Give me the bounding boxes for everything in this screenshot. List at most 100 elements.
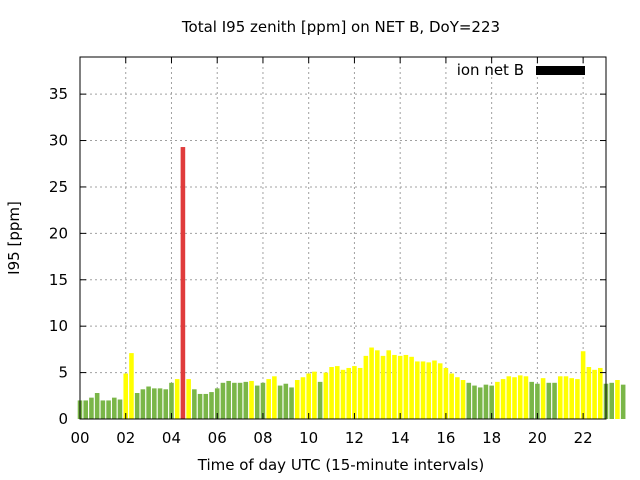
bar: [152, 388, 157, 419]
bar: [495, 381, 500, 419]
bar: [557, 376, 563, 419]
bar: [180, 147, 186, 420]
bar: [112, 397, 117, 419]
bar: [129, 353, 134, 419]
bar: [563, 376, 569, 419]
bar: [483, 384, 489, 419]
y-tick-label: 35: [49, 85, 68, 103]
bar: [517, 375, 523, 419]
bar: [209, 392, 214, 419]
x-tick-label: 14: [391, 429, 410, 447]
bar: [237, 382, 243, 419]
bar: [260, 382, 266, 419]
bar: [460, 380, 466, 419]
bar: [415, 361, 420, 419]
bar: [392, 354, 397, 419]
bar: [197, 393, 203, 419]
bar: [615, 380, 620, 419]
bar: [546, 382, 552, 419]
bar: [312, 371, 317, 419]
bar: [266, 379, 271, 419]
bar: [437, 363, 443, 419]
bar: [243, 381, 249, 419]
bar: [232, 382, 237, 419]
grid: [80, 57, 606, 419]
bar: [380, 355, 386, 419]
bar: [329, 367, 334, 419]
bar: [289, 387, 294, 419]
bar: [192, 389, 197, 419]
bar: [535, 383, 540, 419]
bar: [598, 367, 603, 419]
bar: [586, 367, 592, 419]
bar: [472, 385, 477, 419]
bar: [226, 380, 231, 419]
x-tick-label: 20: [528, 429, 547, 447]
bar: [169, 382, 174, 419]
legend-swatch: [536, 66, 585, 75]
bar: [512, 377, 517, 419]
legend-label: ion net B: [457, 61, 524, 79]
bar: [609, 382, 614, 419]
bar: [420, 361, 426, 419]
bar: [443, 367, 449, 419]
bar: [540, 378, 546, 419]
axis-ticks: 0 5 10 15 20 25 30 35 00 02 04 06 08 10 12 14 16 18 20 22: [49, 57, 606, 447]
bar: [283, 383, 289, 419]
bar: [569, 378, 574, 419]
plot-frame: [79, 56, 607, 420]
bar: [340, 369, 346, 419]
bar: [403, 354, 409, 419]
bar: [432, 360, 437, 419]
bar: [249, 380, 254, 419]
bar: [140, 389, 146, 419]
chart-title: Total I95 zenith [ppm] on NET B, DoY=223: [181, 18, 500, 36]
bar: [163, 389, 169, 419]
y-tick-label: 30: [49, 132, 68, 150]
bar: [157, 388, 163, 419]
bar: [94, 393, 100, 419]
x-tick-label: 02: [116, 429, 135, 447]
bar: [272, 376, 277, 419]
bar: [146, 386, 151, 419]
bar: [357, 367, 363, 419]
bar: [620, 384, 626, 419]
x-tick-label: 04: [162, 429, 181, 447]
bar: [552, 382, 557, 419]
bar: [106, 400, 111, 419]
bar: [300, 377, 306, 419]
bar: [529, 381, 534, 419]
bar: [323, 372, 329, 419]
y-tick-label: 5: [58, 364, 68, 382]
bar: [369, 347, 374, 419]
y-tick-label: 10: [49, 317, 68, 335]
y-axis-label: I95 [ppm]: [5, 201, 23, 275]
bar: [409, 356, 414, 419]
bars: [77, 147, 626, 420]
bar: [455, 377, 460, 419]
bar: [466, 382, 472, 419]
x-tick-label: 22: [574, 429, 593, 447]
x-axis-label: Time of day UTC (15-minute intervals): [197, 456, 484, 474]
y-tick-label: 0: [58, 410, 68, 428]
bar: [386, 350, 392, 419]
bar: [397, 355, 403, 419]
bar: [335, 366, 340, 419]
bar: [352, 366, 357, 419]
bar: [426, 362, 432, 419]
y-tick-label: 15: [49, 271, 68, 289]
x-tick-label: 10: [299, 429, 318, 447]
bar: [575, 379, 580, 419]
bar: [523, 376, 529, 419]
x-tick-label: 18: [482, 429, 501, 447]
bar: [346, 367, 351, 419]
bar: [489, 385, 494, 419]
x-tick-label: 00: [70, 429, 89, 447]
y-tick-label: 20: [49, 224, 68, 242]
bar: [449, 373, 454, 419]
x-tick-label: 06: [208, 429, 227, 447]
bar: [294, 380, 300, 419]
bar: [220, 382, 226, 419]
x-tick-label: 08: [253, 429, 272, 447]
